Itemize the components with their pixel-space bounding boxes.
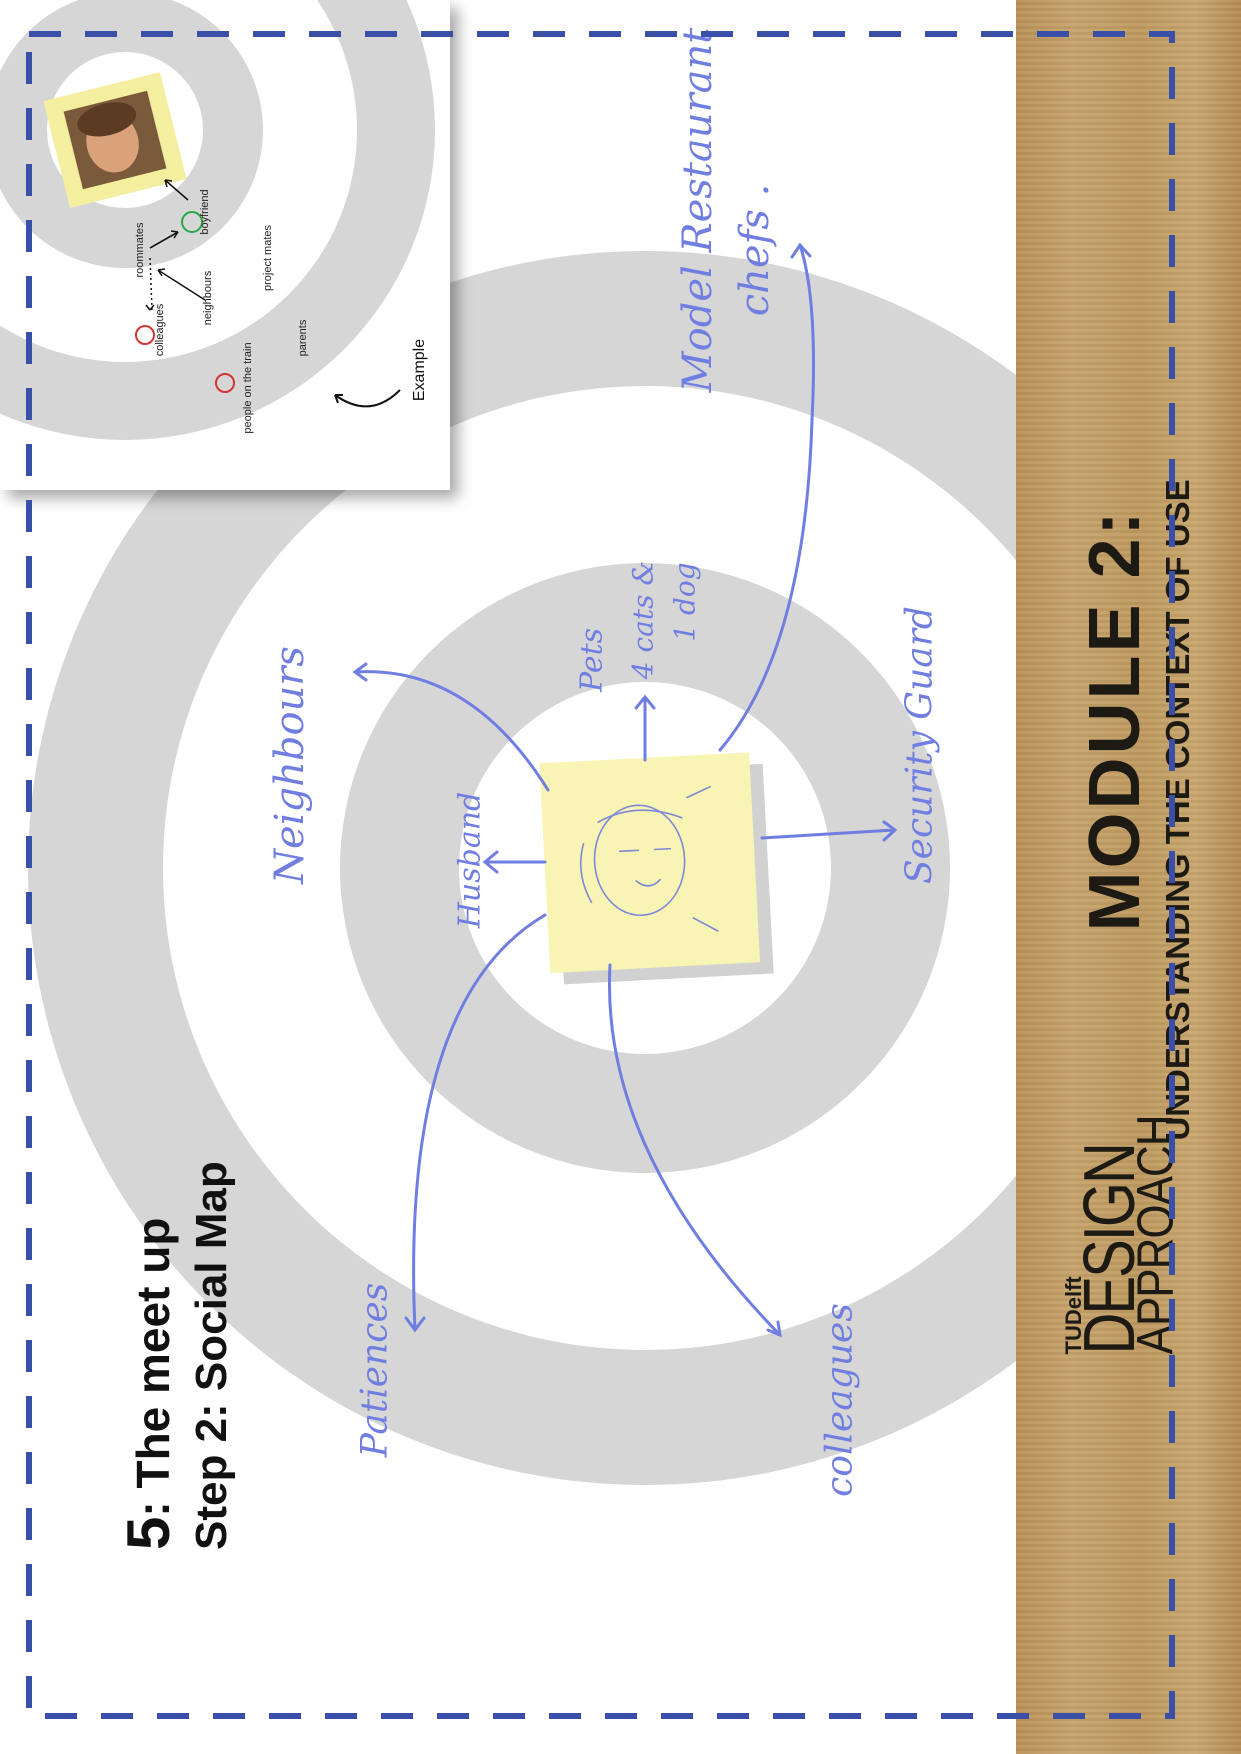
arrow-to-pets — [634, 694, 656, 762]
photo-sticky-note — [43, 72, 187, 208]
arrow-to-chefs — [718, 242, 815, 752]
arrow-to-husband — [482, 850, 547, 874]
cardboard-strip — [1016, 0, 1241, 1754]
arrow-to-security — [760, 820, 898, 842]
example-card: boyfriend roommates neighbours colleague… — [0, 0, 450, 490]
happy-face-icon — [181, 211, 203, 233]
arrow-to-patiences — [404, 913, 547, 1333]
example-rings — [0, 0, 435, 440]
example-arrows — [145, 179, 206, 311]
arrow-to-neighbours — [352, 662, 550, 792]
person-sketch-icon — [580, 785, 719, 932]
sad-face-icon-train — [215, 373, 235, 393]
sad-face-icon — [135, 325, 155, 345]
curved-arrow-icon — [334, 389, 401, 408]
center-sticky-note — [539, 752, 774, 985]
arrow-to-colleagues — [607, 963, 782, 1338]
